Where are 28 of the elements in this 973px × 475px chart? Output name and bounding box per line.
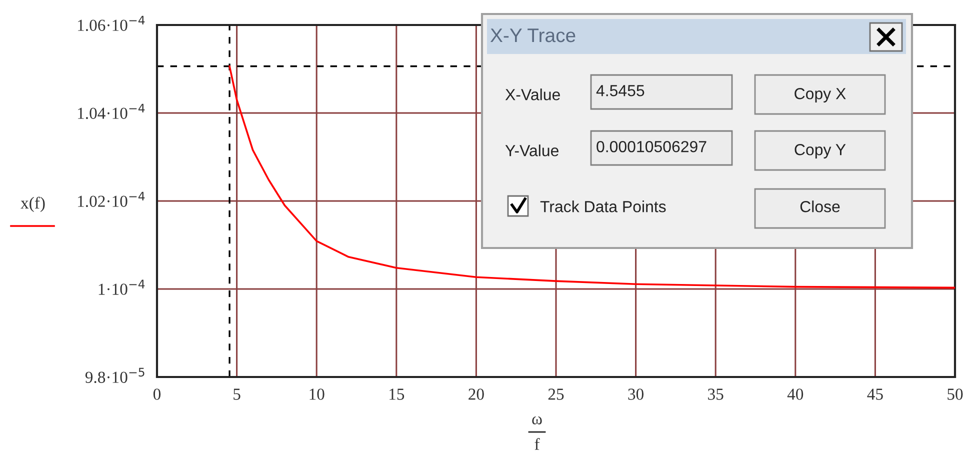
x-tick-label: 45 — [867, 388, 883, 400]
x-tick-label: 15 — [390, 388, 404, 400]
annotation: Close — [800, 200, 840, 212]
annotation: Copy X — [794, 88, 846, 102]
annotation: Track Data Points — [540, 200, 666, 212]
y-tick-label: 9.8·10$^{−5}$ — [85, 368, 144, 384]
annotation: 4.5455 — [596, 85, 644, 96]
annotation: Y-Value — [505, 144, 558, 156]
annotation: X-Value — [505, 88, 560, 100]
annotation: X-Y Trace — [490, 28, 576, 42]
line-series — [228, 65, 955, 289]
x-tick-label: 0 — [153, 388, 161, 400]
x-tick-label: 25 — [548, 388, 564, 400]
annotation: 0.00010506297 — [596, 140, 706, 152]
x-tick-label: 50 — [948, 388, 963, 400]
annotation: Copy Y — [794, 144, 846, 158]
x-axis-title: ω f — [532, 416, 542, 450]
y-axis-title: x(f) — [20, 196, 45, 212]
y-tick-label: 1.04·10$^{−4}$ — [78, 104, 145, 120]
x-tick-label: 10 — [310, 388, 324, 400]
y-tick-label: 1.02·10$^{−4}$ — [78, 192, 145, 208]
x-tick-label: 35 — [708, 388, 724, 400]
x-tick-label: 30 — [628, 388, 644, 400]
y-tick-label: 1·10$^{−4}$ — [98, 280, 145, 295]
x-tick-label: 5 — [234, 388, 240, 400]
x-tick-label: 20 — [468, 388, 484, 400]
y-tick-label: 1.06·10$^{−4}$ — [78, 16, 145, 32]
x-tick-label: 40 — [787, 388, 804, 400]
